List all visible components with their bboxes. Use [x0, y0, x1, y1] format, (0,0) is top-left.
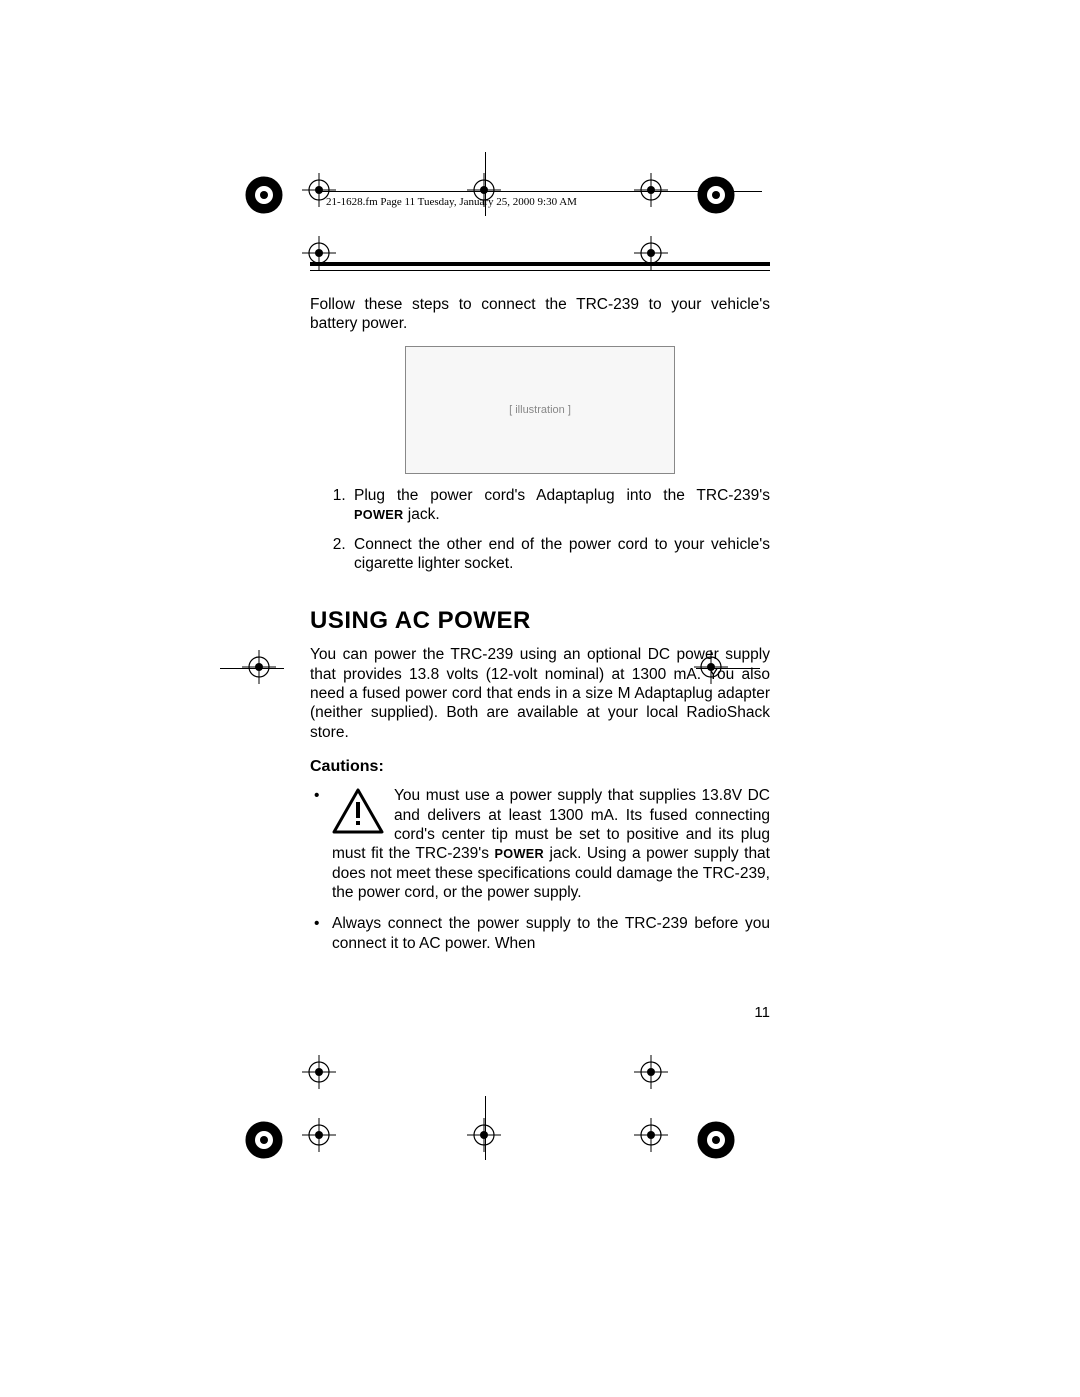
reg-mark-open — [467, 1118, 501, 1152]
reg-mark-open — [467, 173, 501, 207]
steps-list: Plug the power cord's Adaptaplug into th… — [310, 486, 770, 574]
connection-illustration: [ illustration ] — [405, 346, 675, 474]
reg-mark-open — [634, 1118, 668, 1152]
reg-mark-solid — [242, 173, 286, 217]
warning-icon — [332, 788, 384, 834]
caution-item-1: You must use a power supply that supplie… — [332, 786, 770, 902]
cautions-list: You must use a power supply that supplie… — [310, 786, 770, 953]
crop-cross-h — [220, 668, 284, 669]
cautions-heading: Cautions: — [310, 758, 770, 776]
power-label-2: POWER — [495, 846, 545, 861]
crop-header-text: 21-1628.fm Page 11 Tuesday, January 25, … — [326, 196, 577, 208]
reg-mark-open — [242, 650, 276, 684]
reg-mark-solid — [694, 1118, 738, 1162]
step-2: Connect the other end of the power cord … — [350, 535, 770, 574]
reg-mark-solid — [242, 1118, 286, 1162]
reg-mark-open — [634, 1055, 668, 1089]
reg-mark-open — [302, 1118, 336, 1152]
page-number: 11 — [754, 1004, 770, 1021]
reg-mark-solid — [694, 173, 738, 217]
reg-mark-open — [302, 173, 336, 207]
reg-mark-open — [302, 1055, 336, 1089]
reg-mark-open — [694, 650, 728, 684]
step-1-text-a: Plug the power cord's Adaptaplug into th… — [354, 487, 770, 504]
reg-mark-open — [634, 236, 668, 270]
crop-cross-v — [485, 1096, 486, 1160]
header-rule — [310, 262, 770, 271]
power-label: POWER — [354, 507, 404, 522]
step-1: Plug the power cord's Adaptaplug into th… — [350, 486, 770, 525]
reg-mark-open — [634, 173, 668, 207]
intro-paragraph: Follow these steps to connect the TRC-23… — [310, 295, 770, 334]
crop-cross-v — [485, 152, 486, 216]
step-1-text-b: jack. — [404, 506, 440, 523]
section-heading: USING AC POWER — [310, 607, 770, 635]
reg-mark-open — [302, 236, 336, 270]
page-body: Follow these steps to connect the TRC-23… — [310, 262, 770, 965]
caution-item-2: Always connect the power supply to the T… — [332, 914, 770, 953]
crop-cross-h — [696, 668, 760, 669]
